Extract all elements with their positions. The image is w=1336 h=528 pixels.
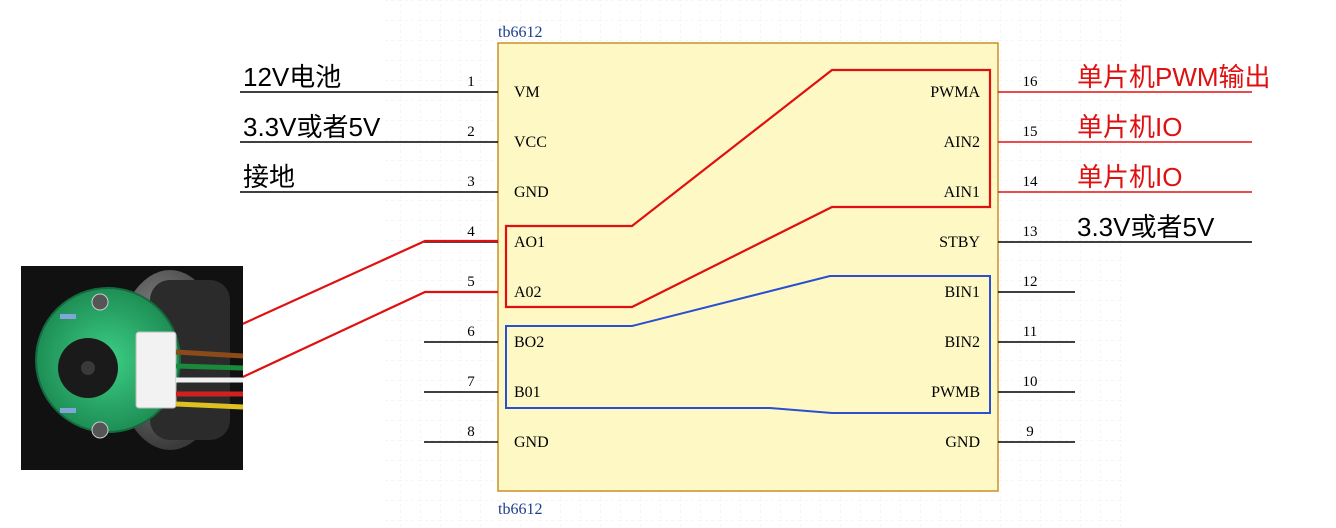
channel-b-wiring (505, 275, 991, 414)
pin-number: 1 (467, 74, 475, 90)
chip-name-top: tb6612 (498, 24, 542, 41)
motor-wire-ao1 (171, 239, 498, 358)
connector-housing (135, 331, 177, 409)
left-pin-group: 1 VM 12V电池 2 VCC 3.3V或者5V 3 GND 接地 4 AO1 5 A02 6 BO2 7 B… (240, 62, 549, 451)
wire-yellow (175, 401, 244, 410)
pin-number: 11 (1023, 324, 1037, 340)
pin-name: GND (514, 184, 549, 201)
pin-left-2: 2 VCC 3.3V或者5V (240, 112, 547, 151)
pin-label: 12V电池 (243, 62, 341, 92)
resistor-bottom (60, 408, 76, 413)
pin-number: 4 (467, 224, 475, 240)
pin-right-11: 11 BIN2 (944, 324, 1075, 351)
pin-right-15: 15 AIN2 单片机IO (944, 112, 1252, 151)
motor-wire-a02 (171, 290, 498, 411)
pin-label: 3.3V或者5V (1077, 212, 1215, 242)
pin-number: 14 (1023, 174, 1039, 190)
pin-label: 3.3V或者5V (243, 112, 381, 142)
mount-hole-top (91, 293, 109, 311)
pin-right-9: 9 GND (945, 424, 1075, 451)
chip-body (497, 42, 999, 492)
pin-number: 16 (1023, 74, 1039, 90)
pin-name: VCC (514, 134, 547, 151)
pin-name: BIN1 (944, 284, 980, 301)
encoder-motor-photo (21, 266, 244, 470)
pin-label: 单片机PWM输出 (1077, 62, 1271, 92)
pin-number: 13 (1023, 224, 1038, 240)
chip-name-bottom: tb6612 (498, 501, 542, 518)
pin-name: AO1 (514, 234, 545, 251)
pin-label: 单片机IO (1077, 162, 1182, 192)
pin-name: BIN2 (944, 334, 980, 351)
pin-name: AIN1 (944, 184, 980, 201)
pin-number: 2 (467, 124, 475, 140)
pin-name: GND (945, 434, 980, 451)
pin-name: STBY (939, 234, 980, 251)
pin-left-1: 1 VM 12V电池 (240, 62, 540, 101)
pin-left-3: 3 GND 接地 (240, 162, 549, 201)
pin-number: 8 (467, 424, 475, 440)
pin-name: AIN2 (944, 134, 980, 151)
pin-label: 接地 (243, 162, 295, 192)
pin-right-16: 16 PWMA 单片机PWM输出 (930, 62, 1270, 101)
pin-number: 15 (1023, 124, 1038, 140)
pin-right-12: 12 BIN1 (944, 274, 1075, 301)
mount-hole-bottom (91, 421, 109, 439)
pin-right-13: 13 STBY 3.3V或者5V (939, 212, 1252, 251)
pin-name: BO2 (514, 334, 544, 351)
wire-green (175, 363, 244, 371)
pin-left-8: 8 GND (424, 424, 549, 451)
pin-name: PWMB (931, 384, 980, 401)
pin-number: 7 (467, 374, 475, 390)
pin-number: 6 (467, 324, 475, 340)
pin-name: A02 (514, 284, 542, 301)
pin-label: 单片机IO (1077, 112, 1182, 142)
pin-right-10: 10 PWMB (931, 374, 1075, 401)
pin-number: 10 (1023, 374, 1038, 390)
pin-name: B01 (514, 384, 541, 401)
pin-right-14: 14 AIN1 单片机IO (944, 162, 1252, 201)
wire-brown (175, 349, 244, 359)
pin-left-7: 7 B01 (424, 374, 541, 401)
right-pin-group: 16 PWMA 单片机PWM输出 15 AIN2 单片机IO 14 AIN1 单片机IO 13 ST… (930, 62, 1270, 451)
pin-left-6: 6 BO2 (424, 324, 544, 351)
resistor-top (60, 314, 76, 319)
encoder-shaft (81, 361, 95, 375)
pin-number: 5 (467, 274, 475, 290)
channel-a-wiring (171, 68, 992, 411)
pin-name: GND (514, 434, 549, 451)
pin-name: PWMA (930, 84, 980, 101)
channel-a-outline (504, 68, 992, 309)
pin-number: 12 (1023, 274, 1038, 290)
pin-number: 9 (1026, 424, 1034, 440)
pin-name: VM (514, 84, 540, 101)
pin-number: 3 (467, 174, 475, 190)
channel-b-outline (505, 275, 991, 414)
